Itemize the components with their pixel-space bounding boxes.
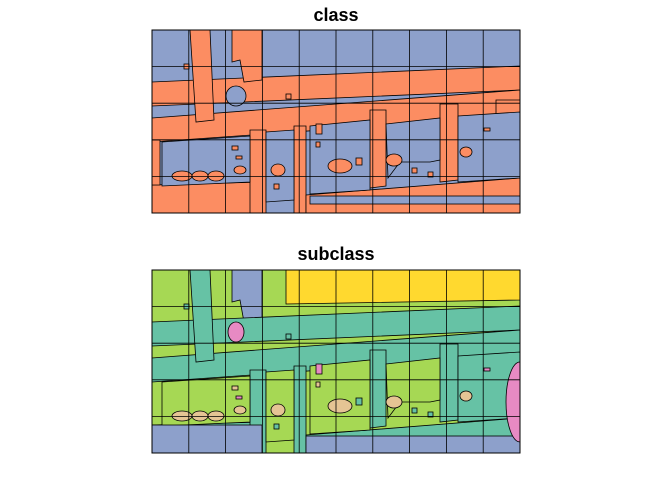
block-island-3 <box>309 119 371 195</box>
feature-12 <box>235 155 243 160</box>
panel-title-subclass: subclass <box>297 244 374 264</box>
feature-17 <box>427 171 434 178</box>
feature-16 <box>411 167 418 174</box>
feature-11 <box>231 385 239 391</box>
block-upper <box>231 30 263 83</box>
feature-13 <box>273 423 280 430</box>
feature-19 <box>315 123 323 135</box>
feature-7 <box>385 153 403 167</box>
map-panel-class <box>151 29 521 214</box>
feature-18 <box>483 127 491 132</box>
block-island-4 <box>385 357 441 420</box>
feature-16 <box>411 407 418 414</box>
block-island-5 <box>457 111 520 183</box>
block-island-3 <box>309 359 371 435</box>
feature-6 <box>327 398 353 414</box>
block-island-4 <box>385 117 441 180</box>
feature-15 <box>355 397 363 406</box>
strip-lower-blue <box>305 435 520 453</box>
feature-4 <box>233 165 247 175</box>
feature-8 <box>459 390 473 402</box>
feature-10 <box>285 333 292 340</box>
strip-left <box>152 139 161 186</box>
road-vertical-right2 <box>439 103 459 183</box>
feature-11 <box>231 145 239 151</box>
feature-pink-right <box>505 361 520 443</box>
feature-5 <box>270 163 286 177</box>
panel-frame-subclass <box>151 269 521 454</box>
feature-5 <box>270 403 286 417</box>
feature-8 <box>459 146 473 158</box>
panel-title-class: class <box>313 5 358 25</box>
feature-15 <box>355 157 363 166</box>
block-lower-blue <box>152 424 263 453</box>
feature-12 <box>235 395 243 400</box>
feature-6 <box>327 158 353 174</box>
feature-13 <box>273 183 280 190</box>
road-vertical-left <box>189 30 215 123</box>
feature-14 <box>315 141 321 148</box>
block-yellow <box>285 270 520 305</box>
panel-frame-class <box>151 29 521 214</box>
road-vertical-mid2 <box>293 365 307 453</box>
feature-4 <box>233 405 247 415</box>
strip-lower <box>309 195 520 205</box>
feature-19 <box>315 363 323 375</box>
road-vertical-right2 <box>439 343 459 423</box>
road-vertical-mid2 <box>293 125 307 213</box>
feature-10 <box>285 93 292 100</box>
feature-17 <box>427 411 434 418</box>
block-lower-left <box>152 181 263 213</box>
block-island-5 <box>457 351 520 423</box>
grid-lines-class <box>152 30 520 213</box>
road-vertical-mid <box>249 129 267 213</box>
road-vertical-left <box>189 270 215 363</box>
feature-18 <box>483 367 491 372</box>
map-panel-subclass <box>151 269 521 454</box>
feature-7 <box>385 395 403 409</box>
feature-14 <box>315 381 321 388</box>
feature-pink <box>227 321 245 343</box>
grid-lines-subclass <box>152 270 520 453</box>
